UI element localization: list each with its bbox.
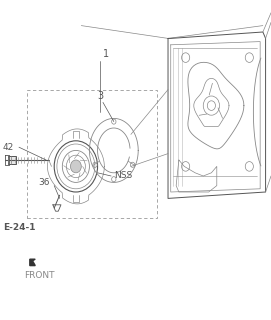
Bar: [27, 90, 157, 218]
Text: E-24-1: E-24-1: [3, 223, 35, 232]
Text: FRONT: FRONT: [24, 271, 55, 280]
Bar: [8, 156, 16, 164]
Circle shape: [70, 160, 81, 173]
Text: 42: 42: [3, 143, 14, 152]
Text: NSS: NSS: [114, 172, 132, 180]
Text: 36: 36: [38, 178, 49, 187]
Polygon shape: [30, 259, 35, 266]
Text: 3: 3: [98, 91, 104, 101]
Text: 1: 1: [103, 49, 109, 60]
